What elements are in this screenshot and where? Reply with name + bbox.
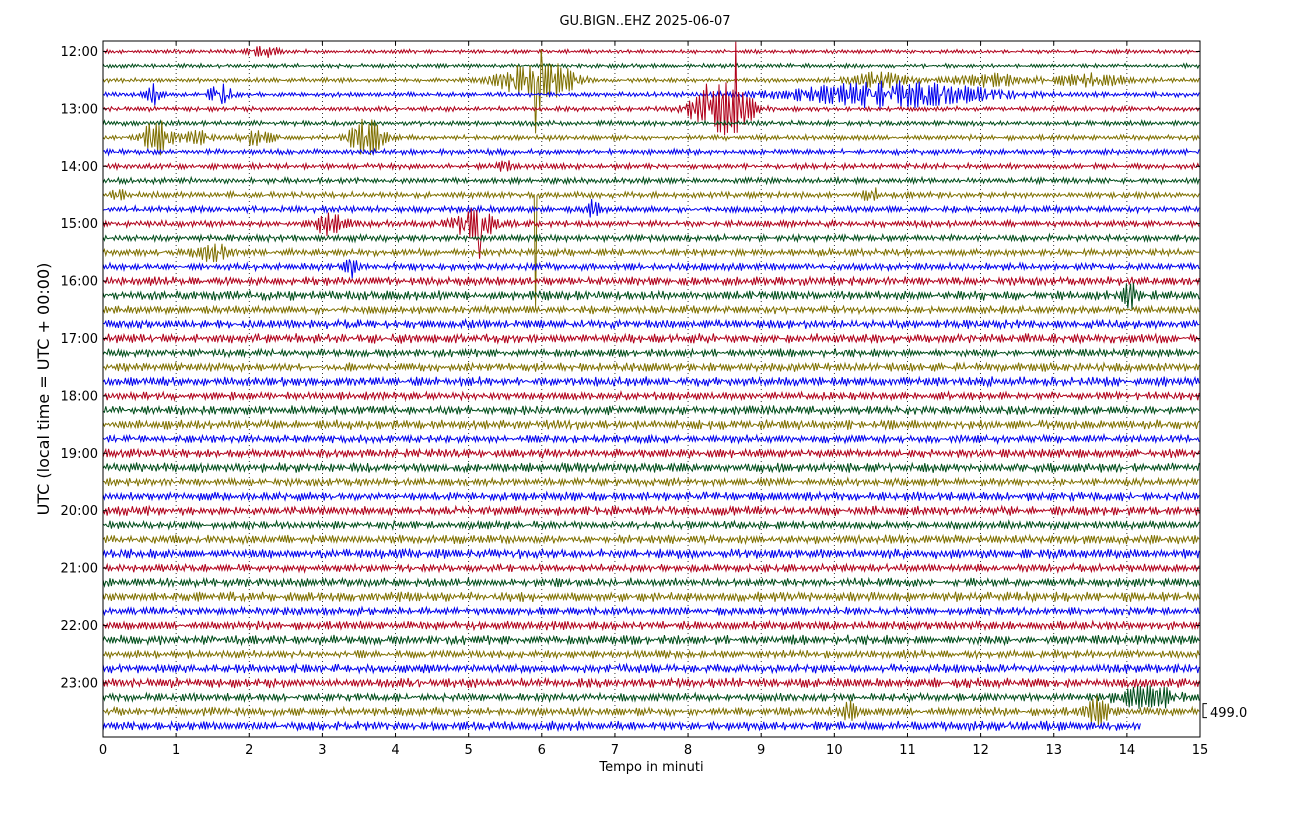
x-tick-label: 9 (757, 743, 765, 758)
trace-row-10 (102, 187, 1200, 308)
trace-row-38 (102, 590, 1200, 604)
trace-row-31 (102, 490, 1200, 503)
y-tick-label: 17:00 (61, 332, 98, 347)
trace-row-29 (102, 461, 1200, 474)
trace-row-13 (102, 232, 1200, 244)
trace-row-12 (102, 207, 1200, 259)
trace-row-3 (102, 80, 1200, 109)
y-tick-label: 16:00 (61, 275, 98, 290)
y-tick-label: 18:00 (61, 389, 98, 404)
trace-row-28 (102, 447, 1200, 460)
trace-row-24 (102, 390, 1200, 402)
x-tick-label: 4 (391, 743, 399, 758)
trace-row-35 (102, 547, 1200, 560)
y-tick-label: 22:00 (61, 619, 98, 634)
y-tick-label: 15:00 (61, 217, 98, 232)
trace-row-4 (102, 41, 1200, 136)
trace-row-34 (102, 533, 1200, 546)
y-tick-label: 13:00 (61, 102, 98, 117)
trace-row-41 (102, 634, 1200, 647)
trace-row-47 (102, 720, 1141, 733)
chart-title: GU.BIGN..EHZ 2025-06-07 (559, 14, 730, 29)
trace-row-42 (102, 648, 1200, 660)
y-tick-label: 12:00 (61, 45, 98, 60)
y-axis-label: UTC (local time = UTC + 00:00) (34, 263, 53, 516)
grid-lines (175, 41, 1128, 737)
x-tick-label: 14 (1119, 743, 1136, 758)
trace-row-9 (102, 175, 1200, 186)
trace-row-36 (102, 561, 1200, 574)
trace-row-20 (102, 332, 1200, 345)
x-tick-label: 10 (826, 743, 843, 758)
trace-row-2 (102, 49, 1200, 134)
trace-row-46 (102, 695, 1200, 726)
x-tick-label: 0 (99, 743, 107, 758)
trace-row-39 (102, 605, 1200, 618)
x-tick-label: 11 (899, 743, 916, 758)
trace-row-6 (102, 118, 1200, 156)
y-tick-label: 20:00 (61, 504, 98, 519)
trace-row-17 (102, 282, 1200, 310)
y-axis-ticks: 12:00 13:00 14:00 15:00 16:00 17:00 18:00 19:00… (61, 45, 1200, 691)
trace-row-33 (102, 519, 1200, 531)
trace-row-44 (102, 676, 1200, 690)
trace-row-37 (102, 576, 1200, 589)
x-tick-label: 7 (611, 743, 619, 758)
plot-frame (102, 40, 1201, 738)
trace-row-15 (102, 259, 1200, 279)
trace-row-7 (102, 147, 1200, 157)
trace-row-30 (102, 476, 1200, 488)
trace-row-19 (102, 317, 1200, 331)
x-tick-label: 12 (972, 743, 989, 758)
x-axis-label: Tempo in minuti (598, 760, 703, 775)
x-tick-label: 8 (684, 743, 692, 758)
x-tick-label: 15 (1192, 743, 1209, 758)
trace-row-1 (102, 62, 1200, 70)
trace-row-32 (102, 504, 1200, 517)
trace-row-21 (102, 347, 1200, 360)
trace-row-14 (102, 243, 1200, 263)
trace-row-22 (102, 361, 1200, 374)
y-tick-label: 19:00 (61, 447, 98, 462)
y-tick-label: 21:00 (61, 562, 98, 577)
x-tick-label: 6 (538, 743, 546, 758)
trace-row-11 (102, 198, 1200, 218)
x-tick-label: 3 (318, 743, 326, 758)
seismic-traces (102, 41, 1200, 733)
trace-row-8 (102, 160, 1200, 172)
trace-row-0 (102, 46, 1200, 58)
scale-bracket (1202, 703, 1207, 719)
trace-row-40 (102, 619, 1200, 632)
trace-row-23 (102, 375, 1200, 389)
trace-row-18 (102, 304, 1200, 316)
scale-value-label: 499.0 (1210, 706, 1247, 721)
x-tick-label: 2 (245, 743, 253, 758)
trace-row-26 (102, 418, 1200, 431)
x-axis-ticks: 0 1 2 3 4 5 6 7 8 9 10 11 12 13 14 15 (99, 41, 1208, 758)
trace-row-25 (102, 404, 1200, 416)
x-tick-label: 13 (1045, 743, 1062, 758)
trace-row-45 (102, 685, 1200, 709)
x-tick-label: 1 (172, 743, 180, 758)
trace-row-5 (102, 118, 1200, 128)
y-tick-label: 14:00 (61, 160, 98, 175)
trace-row-43 (102, 662, 1200, 675)
scale-indicator: 499.0 (1202, 703, 1247, 721)
x-tick-label: 5 (465, 743, 473, 758)
trace-row-16 (102, 275, 1200, 287)
trace-row-27 (102, 432, 1200, 446)
y-tick-label: 23:00 (61, 676, 98, 691)
